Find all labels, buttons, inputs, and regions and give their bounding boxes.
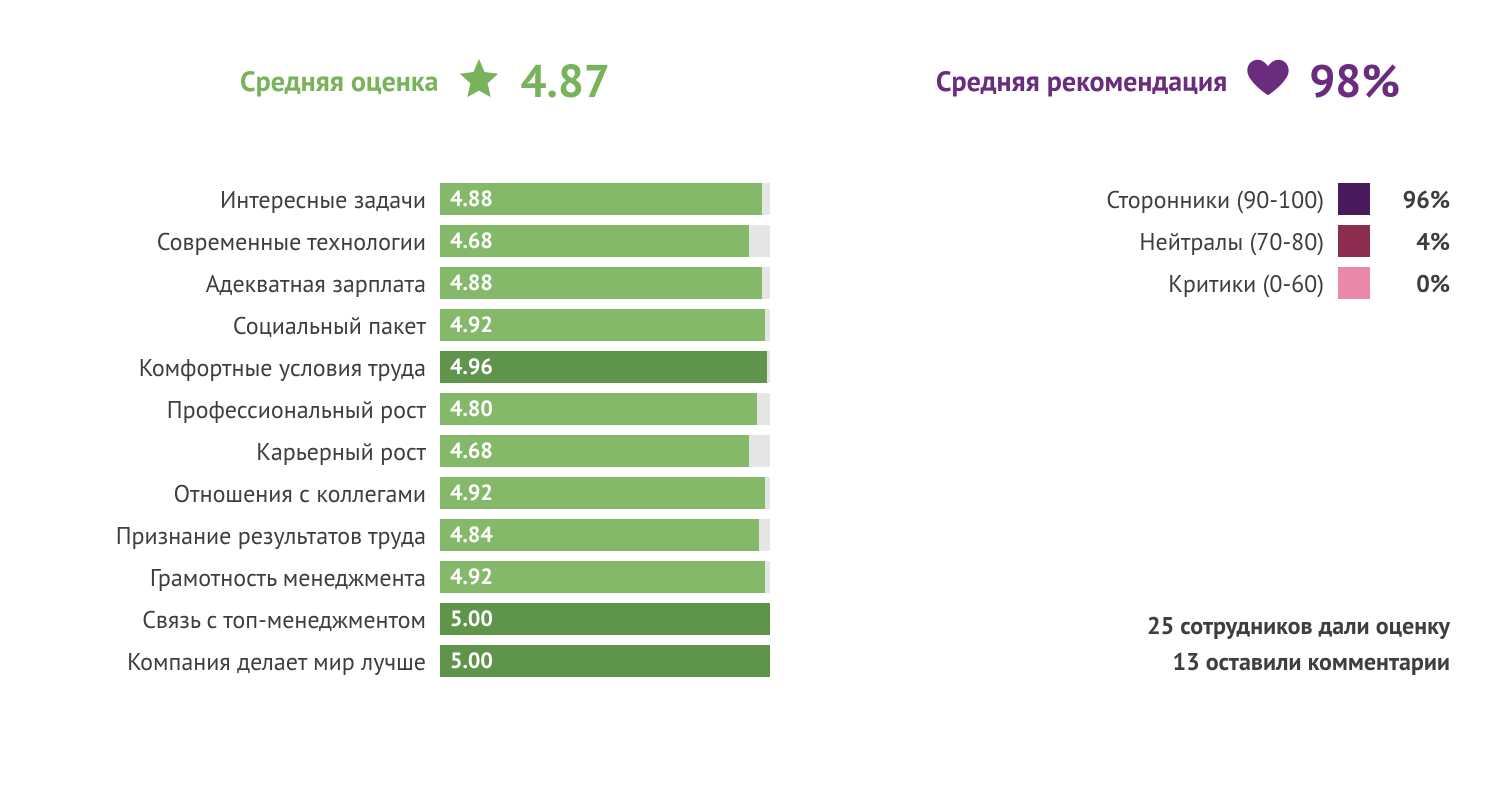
rating-bar-row: Компания делает мир лучше 5.00	[50, 642, 770, 680]
rating-bar-fill: 4.80	[440, 393, 757, 425]
rating-bar-track: 4.88	[440, 267, 770, 299]
rating-bar-value: 4.68	[450, 227, 493, 255]
reco-breakdown-list: Сторонники (90-100) 96% Нейтралы (70-80) 4%…	[810, 180, 1460, 306]
reco-swatch	[1338, 225, 1370, 257]
rating-bar-row: Отношения с коллегами 4.92	[50, 474, 770, 512]
rating-bar-value: 4.92	[450, 563, 493, 591]
rating-bar-fill: 4.68	[440, 225, 749, 257]
rating-bar-fill: 4.84	[440, 519, 759, 551]
rating-bar-fill: 4.68	[440, 435, 749, 467]
footer-line-1: 25 сотрудников дали оценку	[810, 608, 1450, 644]
rating-bar-value: 4.84	[450, 521, 493, 549]
star-icon	[456, 55, 502, 106]
reco-row-label: Нейтралы (70-80)	[1139, 226, 1338, 257]
rating-bar-row: Социальный пакет 4.92	[50, 306, 770, 344]
rating-bar-label: Карьерный рост	[50, 436, 440, 467]
rating-bar-track: 5.00	[440, 603, 770, 635]
rating-bar-value: 5.00	[450, 605, 493, 633]
rating-bar-fill: 4.96	[440, 351, 767, 383]
reco-row-value: 4%	[1370, 226, 1460, 257]
avg-rating-value: 4.87	[520, 50, 610, 110]
reco-column: Сторонники (90-100) 96% Нейтралы (70-80) 4%…	[810, 180, 1460, 680]
rating-bar-row: Связь с топ-менеджментом 5.00	[50, 600, 770, 638]
reco-row-label: Критики (0-60)	[1168, 268, 1338, 299]
footer-stats: 25 сотрудников дали оценку 13 оставили к…	[810, 608, 1460, 680]
rating-bar-value: 4.68	[450, 437, 493, 465]
rating-bar-row: Комфортные условия труда 4.96	[50, 348, 770, 386]
summary-row: Средняя оценка 4.87 Средняя рекомендация…	[50, 50, 1460, 110]
rating-bar-label: Грамотность менеджмента	[50, 562, 440, 593]
rating-bar-row: Адекватная зарплата 4.88	[50, 264, 770, 302]
rating-bar-fill: 4.92	[440, 561, 765, 593]
rating-bar-value: 4.88	[450, 269, 493, 297]
rating-bar-value: 5.00	[450, 647, 493, 675]
rating-bar-track: 4.96	[440, 351, 770, 383]
reco-swatch	[1338, 267, 1370, 299]
reco-row: Нейтралы (70-80) 4%	[810, 222, 1460, 260]
rating-bar-track: 4.92	[440, 477, 770, 509]
rating-bar-row: Современные технологии 4.68	[50, 222, 770, 260]
rating-bar-fill: 5.00	[440, 603, 770, 635]
rating-bar-value: 4.92	[450, 311, 493, 339]
rating-bar-fill: 4.92	[440, 477, 765, 509]
rating-bar-fill: 4.88	[440, 267, 762, 299]
rating-bar-label: Профессиональный рост	[50, 394, 440, 425]
rating-bar-row: Карьерный рост 4.68	[50, 432, 770, 470]
content-row: Интересные задачи 4.88 Современные техноло…	[50, 180, 1460, 684]
rating-bar-label: Современные технологии	[50, 226, 440, 257]
rating-bar-track: 5.00	[440, 645, 770, 677]
rating-bar-value: 4.96	[450, 353, 493, 381]
rating-bar-label: Интересные задачи	[50, 184, 440, 215]
rating-bar-track: 4.88	[440, 183, 770, 215]
rating-bar-track: 4.80	[440, 393, 770, 425]
rating-bar-fill: 5.00	[440, 645, 770, 677]
rating-bar-track: 4.84	[440, 519, 770, 551]
rating-bar-label: Признание результатов труда	[50, 520, 440, 551]
rating-bar-label: Адекватная зарплата	[50, 268, 440, 299]
rating-bars-chart: Интересные задачи 4.88 Современные техноло…	[50, 180, 770, 684]
rating-bar-label: Отношения с коллегами	[50, 478, 440, 509]
rating-bar-row: Признание результатов труда 4.84	[50, 516, 770, 554]
avg-reco-block: Средняя рекомендация 98%	[936, 50, 1400, 110]
rating-bar-track: 4.92	[440, 309, 770, 341]
rating-bar-row: Грамотность менеджмента 4.92	[50, 558, 770, 596]
avg-reco-value: 98%	[1309, 50, 1400, 110]
reco-row-label: Сторонники (90-100)	[1106, 184, 1338, 215]
reco-swatch	[1338, 183, 1370, 215]
avg-rating-label: Средняя оценка	[240, 62, 438, 99]
rating-bar-label: Компания делает мир лучше	[50, 646, 440, 677]
rating-bar-label: Социальный пакет	[50, 310, 440, 341]
rating-bar-track: 4.92	[440, 561, 770, 593]
rating-bar-track: 4.68	[440, 225, 770, 257]
rating-bar-value: 4.88	[450, 185, 493, 213]
heart-icon	[1245, 55, 1291, 106]
reco-row: Сторонники (90-100) 96%	[810, 180, 1460, 218]
avg-rating-block: Средняя оценка 4.87	[240, 50, 610, 110]
rating-bar-value: 4.80	[450, 395, 493, 423]
rating-bar-label: Связь с топ-менеджментом	[50, 604, 440, 635]
reco-row: Критики (0-60) 0%	[810, 264, 1460, 302]
rating-bar-value: 4.92	[450, 479, 493, 507]
rating-bar-row: Интересные задачи 4.88	[50, 180, 770, 218]
footer-line-2: 13 оставили комментарии	[810, 644, 1450, 680]
rating-bar-fill: 4.88	[440, 183, 762, 215]
rating-bar-track: 4.68	[440, 435, 770, 467]
avg-reco-label: Средняя рекомендация	[936, 62, 1227, 99]
rating-bar-fill: 4.92	[440, 309, 765, 341]
rating-bar-row: Профессиональный рост 4.80	[50, 390, 770, 428]
rating-bar-label: Комфортные условия труда	[50, 352, 440, 383]
reco-row-value: 96%	[1370, 184, 1460, 215]
reco-row-value: 0%	[1370, 268, 1460, 299]
